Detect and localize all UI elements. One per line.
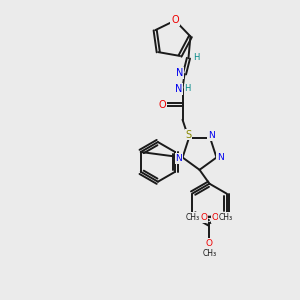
Text: N: N — [175, 154, 182, 163]
Text: O: O — [159, 100, 166, 110]
Text: H: H — [193, 53, 200, 62]
Text: S: S — [185, 130, 191, 140]
Text: N: N — [217, 153, 224, 162]
Text: O: O — [212, 213, 219, 222]
Text: O: O — [171, 16, 179, 26]
Text: CH₃: CH₃ — [202, 248, 217, 257]
Text: O: O — [200, 213, 207, 222]
Text: N: N — [175, 84, 182, 94]
Text: CH₃: CH₃ — [219, 213, 233, 222]
Text: H: H — [184, 84, 191, 93]
Text: N: N — [176, 68, 183, 78]
Text: N: N — [208, 131, 214, 140]
Text: O: O — [206, 238, 213, 247]
Text: CH₃: CH₃ — [186, 213, 200, 222]
